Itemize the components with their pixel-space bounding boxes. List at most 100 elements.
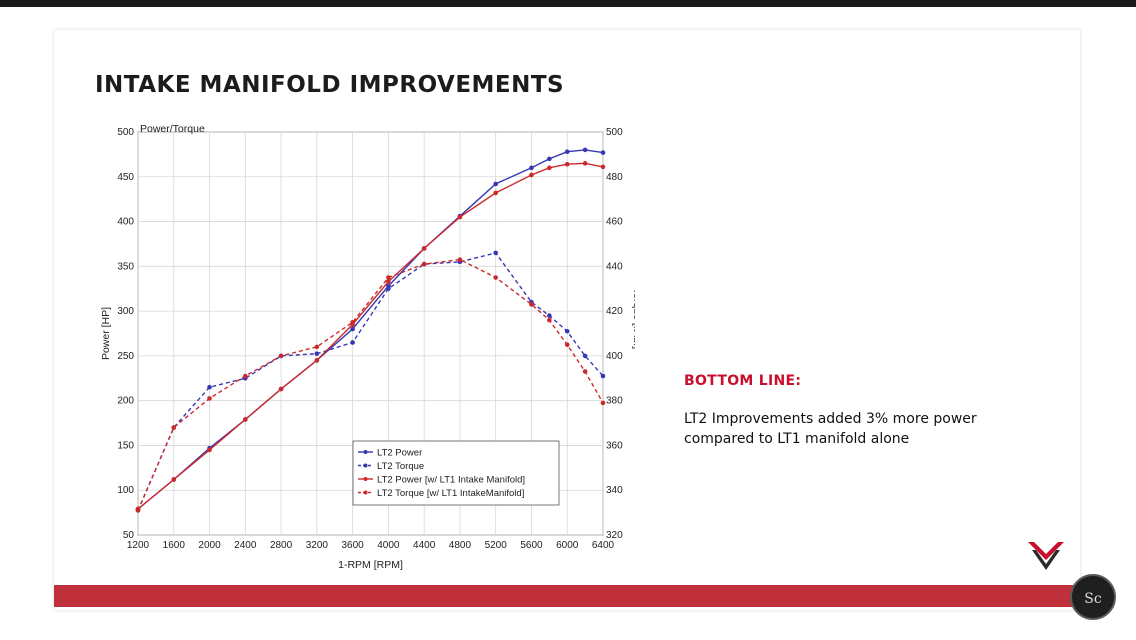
legend-entry: LT2 Torque [w/ LT1 IntakeManifold]: [377, 488, 524, 499]
legend-marker: [363, 490, 368, 495]
data-point: [547, 313, 552, 318]
data-point: [350, 340, 355, 345]
y-right-tick-label: 320: [606, 530, 623, 541]
series-line-1: [137, 252, 604, 511]
y-left-tick-label: 200: [117, 396, 134, 407]
data-point: [564, 161, 570, 167]
data-point: [314, 344, 320, 350]
legend-entry: LT2 Torque: [377, 461, 424, 472]
data-point: [207, 384, 212, 390]
x-tick-label: 4400: [413, 540, 436, 551]
data-point: [564, 149, 570, 155]
data-point: [547, 156, 552, 162]
y-left-tick-label: 450: [117, 172, 134, 183]
chart-title: Power/Torque: [140, 123, 205, 135]
bottom-line-text: LT2 Improvements added 3% more power com…: [684, 411, 977, 447]
x-tick-label: 4800: [449, 540, 472, 551]
legend-marker: [363, 450, 368, 454]
y-left-tick-label: 50: [123, 530, 135, 541]
data-point: [600, 400, 606, 406]
x-tick-label: 5200: [485, 540, 508, 551]
data-point: [493, 190, 498, 196]
data-point: [600, 150, 606, 155]
data-point: [135, 508, 141, 513]
x-axis-label: 1-RPM [RPM]: [338, 559, 403, 571]
data-point: [493, 181, 498, 187]
series-line-3: [137, 258, 604, 511]
x-tick-label: 5600: [520, 540, 543, 551]
y-right-tick-label: 360: [606, 440, 623, 451]
y-right-axis-label: Torque [ft-lbf]: [631, 288, 635, 349]
data-point: [350, 320, 355, 325]
y-left-tick-label: 300: [117, 306, 134, 317]
data-point: [582, 161, 588, 166]
series-line-2: [137, 162, 604, 510]
data-point: [171, 425, 177, 430]
data-point: [457, 214, 463, 220]
y-right-tick-label: 480: [606, 172, 623, 183]
y-right-tick-label: 420: [606, 306, 623, 317]
data-point: [582, 147, 588, 153]
x-tick-label: 1600: [163, 540, 186, 551]
top-letterbox-bar: [0, 0, 1136, 7]
y-right-tick-label: 400: [606, 351, 623, 362]
slide-title: INTAKE MANIFOLD IMPROVEMENTS: [95, 72, 565, 98]
data-point: [564, 342, 570, 347]
data-point: [350, 326, 355, 332]
data-point: [314, 358, 320, 363]
legend-entry: LT2 Power [w/ LT1 Intake Manifold]: [377, 475, 525, 486]
data-point: [207, 396, 212, 401]
data-point: [600, 164, 606, 170]
y-left-tick-label: 250: [117, 351, 134, 362]
data-point: [564, 328, 570, 334]
data-point: [547, 165, 552, 171]
data-point: [600, 373, 606, 379]
y-left-axis-label: Power [HP]: [100, 307, 112, 360]
power-torque-chart: 1200 1600 2000 2400 2800 3200 3600 4000 4400 4800…: [100, 123, 635, 571]
data-point: [386, 275, 391, 280]
footer-red-bar: [54, 585, 1080, 607]
data-point: [207, 447, 212, 453]
y-right-tick-label: 340: [606, 485, 623, 496]
data-point: [457, 257, 463, 262]
data-point: [243, 373, 248, 379]
legend-marker: [363, 477, 368, 481]
data-point: [547, 317, 552, 323]
y-left-tick-label: 100: [117, 485, 134, 496]
data-point: [421, 261, 427, 267]
y-left-tick-label: 350: [117, 261, 134, 272]
x-tick-label: 3200: [306, 540, 329, 551]
legend-marker: [363, 463, 368, 468]
x-tick-label: 3600: [341, 540, 364, 551]
data-point: [582, 369, 588, 374]
y-right-tick-label: 460: [606, 217, 623, 228]
crossed-flags-logo-icon: [1028, 542, 1064, 570]
data-point: [582, 353, 588, 359]
bottom-line-heading: BOTTOM LINE:: [684, 373, 802, 389]
data-point: [386, 286, 391, 292]
channel-badge-icon: Sc: [1070, 574, 1116, 620]
data-point: [529, 165, 534, 171]
legend-box: [352, 440, 560, 506]
y-right-tick-label: 440: [606, 261, 623, 272]
data-point: [493, 250, 498, 256]
y-left-tick-label: 400: [117, 217, 134, 228]
x-tick-label: 2400: [234, 540, 257, 551]
data-point: [171, 477, 177, 482]
data-point: [493, 275, 498, 280]
data-point: [278, 386, 284, 392]
y-left-tick-label: 150: [117, 440, 134, 451]
y-right-tick-label: 380: [606, 396, 623, 407]
x-tick-label: 2000: [198, 540, 221, 551]
data-point: [529, 172, 534, 178]
x-tick-label: 6400: [592, 540, 615, 551]
data-point: [386, 279, 391, 284]
y-left-tick-label: 500: [117, 127, 134, 138]
x-tick-label: 6000: [556, 540, 579, 551]
x-tick-label: 4000: [377, 540, 400, 551]
y-right-tick-label: 500: [606, 127, 623, 138]
data-point: [314, 351, 320, 356]
data-point: [278, 353, 284, 359]
x-tick-label: 2800: [270, 540, 293, 551]
data-point: [421, 246, 427, 251]
